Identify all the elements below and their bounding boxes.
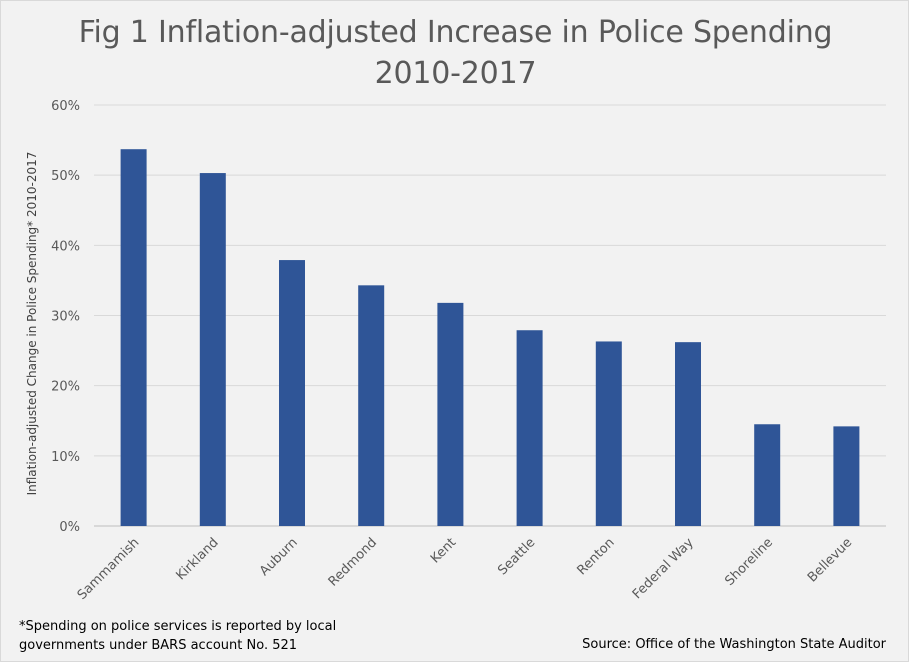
bar-shoreline bbox=[754, 424, 781, 526]
bar-kirkland bbox=[199, 173, 226, 527]
bar-auburn bbox=[279, 260, 305, 526]
footnote-spending-note: *Spending on police services is reported… bbox=[19, 619, 337, 653]
bar-seattle bbox=[516, 330, 543, 526]
y-tick-label: 60% bbox=[51, 99, 80, 114]
x-category-label: Auburn bbox=[257, 535, 301, 579]
bars bbox=[120, 149, 860, 527]
bar-redmond bbox=[358, 285, 385, 526]
x-category-label: Federal Way bbox=[630, 535, 697, 602]
y-tick-label: 10% bbox=[51, 450, 80, 465]
footnote-source: Source: Office of the Washington State A… bbox=[582, 637, 886, 652]
bar-kent bbox=[437, 302, 464, 526]
x-category-label: Shoreline bbox=[722, 535, 776, 589]
x-category-label: Kent bbox=[428, 535, 459, 566]
y-tick-label: 20% bbox=[51, 380, 80, 395]
bar-federal-way bbox=[675, 342, 701, 526]
x-category-label: Redmond bbox=[326, 535, 380, 589]
x-category-labels: Sammamish Kirkland Auburn Redmond Kent Seattl… bbox=[75, 535, 856, 603]
bar-bellevue bbox=[833, 426, 860, 526]
gridlines bbox=[94, 104, 886, 527]
chart-title-line-1: Fig 1 Inflation-adjusted Increase in Pol… bbox=[78, 15, 833, 50]
y-tick-labels: 0% 10% 20% 30% 40% 50% 60% bbox=[51, 99, 80, 535]
y-tick-label: 0% bbox=[59, 520, 80, 535]
x-category-label: Renton bbox=[575, 535, 618, 578]
chart-title-line-2: 2010-2017 bbox=[374, 56, 537, 91]
x-category-label: Seattle bbox=[495, 535, 538, 578]
x-category-label: Kirkland bbox=[173, 535, 221, 583]
y-tick-label: 50% bbox=[51, 169, 80, 184]
x-category-label: Sammamish bbox=[75, 535, 143, 603]
y-tick-label: 30% bbox=[51, 310, 80, 325]
y-tick-label: 40% bbox=[51, 239, 80, 254]
y-axis-title: Inflation-adjusted Change in Police Spen… bbox=[25, 152, 39, 496]
bar-sammamish bbox=[120, 149, 147, 526]
x-category-label: Bellevue bbox=[805, 535, 855, 585]
bar-renton bbox=[595, 341, 622, 526]
